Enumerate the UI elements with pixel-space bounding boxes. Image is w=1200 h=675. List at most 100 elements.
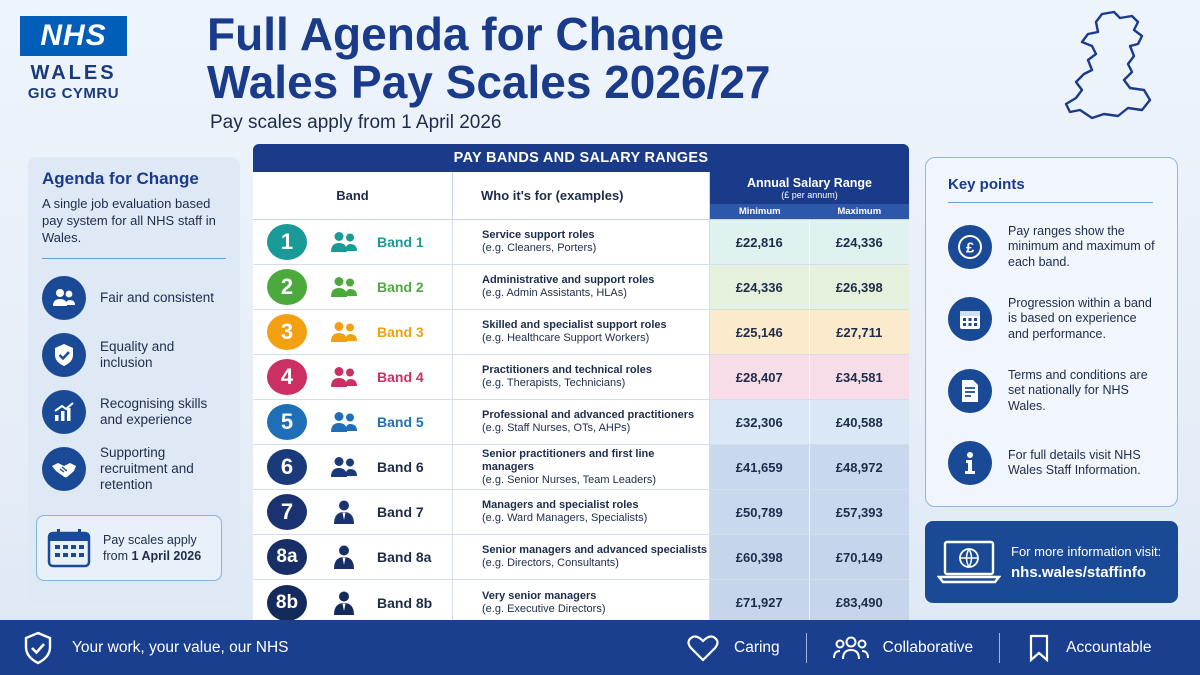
people-icon [327, 455, 361, 479]
left-panel-description: A single job evaluation based pay system… [42, 196, 216, 245]
band-cell: 1 Band 1 [253, 220, 453, 264]
salary-minimum: £28,407 [710, 355, 810, 399]
principle-item: Supporting recruitment and retention [42, 440, 226, 497]
role-title: Practitioners and technical roles [482, 364, 652, 376]
principle-item: Recognising skills and experience [42, 383, 226, 440]
salary-minimum: £24,336 [710, 265, 810, 309]
key-point-item: £ Pay ranges show the minimum and maximu… [948, 211, 1155, 283]
manager-icon [327, 590, 361, 616]
value-collaborative-label: Collaborative [882, 638, 974, 656]
role-title: Very senior managers [482, 589, 597, 602]
band-label: Band 8a [377, 549, 432, 565]
who-cell: Very senior managers (e.g. Executive Dire… [453, 580, 710, 625]
shield-check-icon [42, 332, 86, 377]
divider [42, 258, 226, 259]
footer-values: Caring Collaborative Accountable [686, 620, 1151, 675]
role-examples: (e.g. Therapists, Technicians) [482, 377, 626, 389]
pay-date-lead: Pay scales apply [103, 533, 197, 547]
shield-check-icon [24, 631, 52, 664]
key-point-text: Terms and conditions are set nationally … [1008, 367, 1148, 413]
pay-date-from: from [103, 549, 132, 563]
table-heading: PAY BANDS AND SALARY RANGES [253, 144, 909, 172]
band-label: Band 6 [377, 459, 424, 475]
key-points-panel: Key points £ Pay ranges show the minimum… [925, 157, 1178, 507]
logo-wales-text: WALES [30, 62, 117, 84]
band-number-badge: 6 [267, 449, 307, 485]
column-header-salary: Annual Salary Range (£ per annum) Minimu… [710, 172, 909, 219]
principle-item: Fair and consistent [42, 269, 226, 326]
people-icon [42, 275, 86, 320]
salary-maximum: £70,149 [809, 535, 909, 579]
page-subtitle: Pay scales apply from 1 April 2026 [210, 112, 502, 133]
salary-header-title: Annual Salary Range [746, 176, 873, 190]
band-number-badge: 8b [267, 584, 307, 621]
footer-bar: Your work, your value, our NHS Caring Co… [0, 620, 1200, 675]
divider [948, 202, 1153, 203]
key-point-text: For full details visit NHS Wales Staff I… [1008, 447, 1141, 478]
salary-minimum: £32,306 [710, 400, 810, 444]
key-point-item: Progression within a band is based on ex… [948, 283, 1155, 355]
table-row: 1 Band 1 Service support roles (e.g. Cleane… [253, 220, 909, 265]
bookmark-icon [1030, 634, 1049, 662]
band-number-badge: 4 [267, 359, 307, 395]
more-info-lead: For more information visit: [1011, 543, 1162, 559]
who-cell: Senior managers and advanced specialists… [453, 535, 710, 579]
role-title: Managers and specialist roles [482, 499, 639, 511]
value-caring-label: Caring [734, 638, 780, 656]
column-header-band: Band [253, 172, 453, 219]
salary-minimum: £60,398 [710, 535, 810, 579]
table-row: 5 Band 5 Professional and advanced practit… [253, 400, 909, 445]
role-examples: (e.g. Senior Nurses, Team Leaders) [482, 473, 657, 486]
footer-separator [805, 632, 807, 663]
footer-slogan: Your work, your value, our NHS [22, 631, 289, 665]
agenda-for-change-panel: Agenda for Change A single job evaluatio… [28, 157, 240, 603]
people-group-icon [832, 636, 869, 659]
salary-maximum: £24,336 [809, 220, 909, 264]
band-cell: 8a Band 8a [253, 535, 453, 579]
role-title: Skilled and specialist support roles [482, 319, 667, 331]
heart-hands-icon [687, 634, 719, 662]
table-row: 4 Band 4 Practitioners and technical roles… [253, 355, 909, 400]
salary-maximum: £34,581 [809, 355, 909, 399]
salary-minimum: £41,659 [710, 445, 810, 489]
footer-slogan-text: Your work, your value, our NHS [72, 638, 289, 656]
role-examples: (e.g. Healthcare Support Workers) [482, 332, 650, 344]
table-row: 8a Band 8a Senior managers and advanced sp… [253, 535, 909, 580]
band-cell: 8b Band 8b [253, 580, 453, 625]
band-cell: 4 Band 4 [253, 355, 453, 399]
role-examples: (e.g. Admin Assistants, HLAs) [482, 287, 627, 299]
who-cell: Practitioners and technical roles (e.g. T… [453, 355, 710, 399]
people-icon [327, 410, 361, 434]
document-icon [948, 369, 992, 413]
svg-text:£: £ [966, 240, 975, 257]
value-collaborative: Collaborative [832, 635, 974, 661]
staff-info-link[interactable]: nhs.wales/staffinfo [1011, 563, 1147, 581]
manager-icon [327, 544, 361, 570]
nhs-logo-mark: NHS [20, 16, 127, 56]
column-header-maximum: Maximum [837, 206, 882, 217]
value-caring: Caring [686, 634, 780, 662]
role-examples: (e.g. Executive Directors) [482, 602, 606, 615]
band-number-badge: 3 [267, 314, 307, 350]
laptop-globe-icon [937, 540, 1001, 584]
role-title: Administrative and support roles [482, 274, 655, 286]
band-label: Band 4 [377, 369, 424, 385]
people-icon [327, 230, 361, 254]
table-body: 1 Band 1 Service support roles (e.g. Cleane… [253, 220, 909, 625]
wales-map-icon [1064, 10, 1152, 120]
table-row: 2 Band 2 Administrative and support roles(… [253, 265, 909, 310]
salary-minimum: £22,816 [710, 220, 810, 264]
who-cell: Administrative and support roles (e.g. Ad… [453, 265, 710, 309]
pay-date-value: 1 April 2026 [131, 549, 202, 563]
key-points-title: Key points [948, 176, 1025, 193]
principle-item: Equality and inclusion [42, 326, 226, 383]
band-number-badge: 5 [267, 404, 307, 440]
who-cell: Service support roles (e.g. Cleaners, Por… [453, 220, 710, 264]
role-title: Professional and advanced practitioners [482, 409, 695, 421]
value-accountable-label: Accountable [1066, 638, 1152, 656]
key-point-text: Progression within a band is based on ex… [1008, 295, 1152, 341]
table-row: 3 Band 3 Skilled and specialist support ro… [253, 310, 909, 355]
growth-chart-icon [42, 389, 86, 434]
logo-gig-cymru-text: GIG CYMRU [27, 85, 120, 102]
role-examples: (e.g. Ward Managers, Specialists) [482, 512, 648, 524]
